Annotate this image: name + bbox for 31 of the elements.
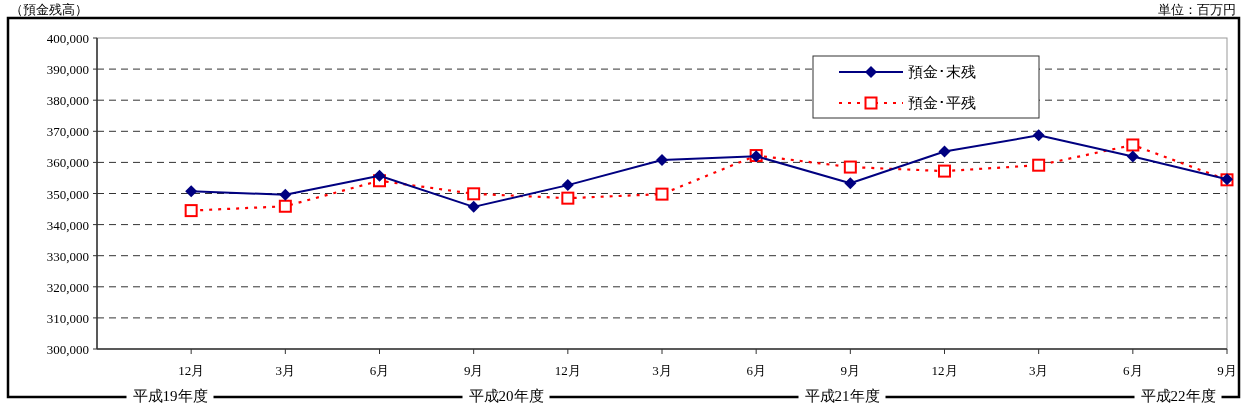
y-tick-label: 350,000 — [46, 186, 89, 202]
x-tick-label: 3月 — [652, 363, 672, 378]
x-tick-label: 9月 — [1217, 363, 1237, 378]
y-tick-label: 360,000 — [46, 155, 89, 171]
y-tick-label: 380,000 — [46, 93, 89, 109]
y-tick-label: 320,000 — [46, 279, 89, 295]
x-tick-label: 12月 — [554, 363, 581, 378]
x-tick-label: 3月 — [1028, 363, 1049, 378]
y-tick-label: 310,000 — [46, 310, 89, 326]
x-tick-label: 9月 — [840, 363, 861, 378]
text: 単位：百万円 — [1158, 2, 1236, 17]
legend-label: 預金･末残 — [908, 64, 976, 80]
text: 平成20年度 — [468, 388, 544, 404]
text: （預金残高） — [10, 2, 88, 17]
x-tick-label: 12月 — [178, 363, 205, 378]
text: 平成19年度 — [132, 388, 208, 404]
y-tick-label: 370,000 — [46, 124, 89, 140]
x-tick-label: 3月 — [275, 363, 296, 378]
x-tick-label: 12月 — [931, 363, 958, 378]
text: 平成21年度 — [804, 388, 880, 404]
y-tick-label: 330,000 — [46, 248, 89, 264]
legend-label: 預金･平残 — [908, 95, 976, 111]
y-tick-label: 400,000 — [46, 31, 89, 46]
y-tick-label: 390,000 — [46, 62, 89, 78]
x-tick-label: 6月 — [746, 363, 766, 378]
y-tick-label: 300,000 — [46, 342, 89, 357]
text: 平成22年度 — [1140, 388, 1216, 404]
y-tick-label: 340,000 — [46, 217, 89, 233]
x-tick-label: 9月 — [463, 363, 484, 378]
x-tick-label: 6月 — [369, 363, 390, 378]
x-tick-label: 6月 — [1123, 363, 1143, 378]
